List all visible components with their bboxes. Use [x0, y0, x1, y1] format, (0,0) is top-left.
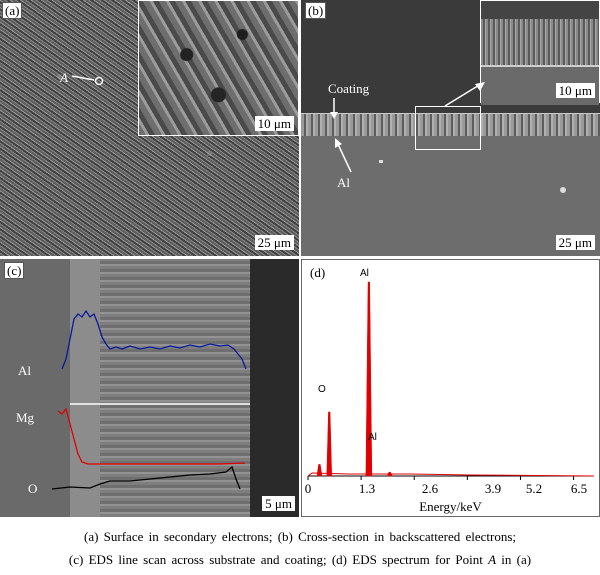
- panel-a-label: (a): [2, 2, 23, 19]
- peak-label-al-minor: Al: [368, 432, 377, 443]
- spectrum-baseline: [307, 472, 595, 477]
- mounting-band: [250, 259, 299, 517]
- particle: [379, 160, 383, 163]
- panel-a-surface-sem: 10 μm (a) A 25 μm: [0, 0, 299, 256]
- panel-d-eds-spectrum: (d) Al O Al 0 1.3 2.6 3.9 5.2 6.5 Energy…: [301, 259, 600, 517]
- substrate-band: [0, 259, 70, 517]
- panel-c-scale-bar: 5 μm: [262, 496, 295, 511]
- coating-label: Coating: [328, 81, 370, 96]
- peak-label-al: Al: [360, 268, 369, 279]
- mg-profile: [57, 407, 246, 465]
- spectrum-peak: [326, 411, 333, 477]
- panel-a-scale-bar: 25 μm: [254, 235, 294, 250]
- zoom-arrow: [444, 82, 485, 107]
- x-axis-label: Energy/keV: [419, 499, 482, 514]
- coating-arrow: [330, 98, 338, 119]
- zoom-box: [415, 106, 481, 150]
- o-line-label: O: [28, 481, 38, 496]
- point-a-label: A: [60, 70, 68, 85]
- panel-c-line-scan: Al Mg O (c) 5 μm: [0, 259, 299, 517]
- substrate-arrow: [335, 138, 352, 173]
- panel-b-inset-scale-bar: 10 μm: [555, 83, 595, 98]
- coating-band: [100, 259, 250, 517]
- panel-b-scale-bar: 25 μm: [555, 235, 595, 250]
- panel-b-label: (b): [305, 2, 327, 19]
- x-tick-label: 3.9: [484, 481, 502, 496]
- coating-layer: [301, 113, 600, 136]
- interface-band: [70, 259, 100, 517]
- x-tick-label: 5.2: [525, 481, 543, 496]
- al-line-label: Al: [18, 363, 31, 378]
- eds-chart: [307, 281, 595, 480]
- spectrum-peak: [365, 281, 373, 477]
- panel-c-label: (c): [4, 262, 25, 279]
- particle: [560, 187, 566, 193]
- al-profile: [61, 309, 247, 370]
- point-a-marker: [71, 75, 104, 86]
- panel-b-cross-section-sem: 10 μm Coating Al (b) 25 μm: [301, 0, 600, 256]
- panel-a-inset-scale-bar: 10 μm: [254, 116, 294, 131]
- peak-label-o: O: [318, 384, 326, 395]
- substrate-region: [301, 135, 600, 256]
- o-profile: [51, 465, 241, 490]
- x-tick-label: 2.6: [421, 481, 439, 496]
- panel-d-label: (d): [310, 265, 326, 280]
- mg-line-label: Mg: [16, 410, 35, 425]
- substrate-label: Al: [337, 175, 350, 190]
- x-tick-label: 1.3: [358, 481, 376, 496]
- panel-b-inset: 10 μm: [480, 0, 600, 105]
- x-tick-label: 0: [304, 481, 312, 496]
- x-tick-label: 6.5: [570, 481, 588, 496]
- spectrum-peak: [316, 464, 323, 477]
- panel-a-inset: 10 μm: [138, 0, 299, 136]
- figure-caption-line-2: (c) EDS line scan across substrate and c…: [68, 552, 532, 567]
- figure-caption-line-1: (a) Surface in secondary electrons; (b) …: [83, 529, 517, 544]
- line-scan-profiles: [51, 309, 250, 490]
